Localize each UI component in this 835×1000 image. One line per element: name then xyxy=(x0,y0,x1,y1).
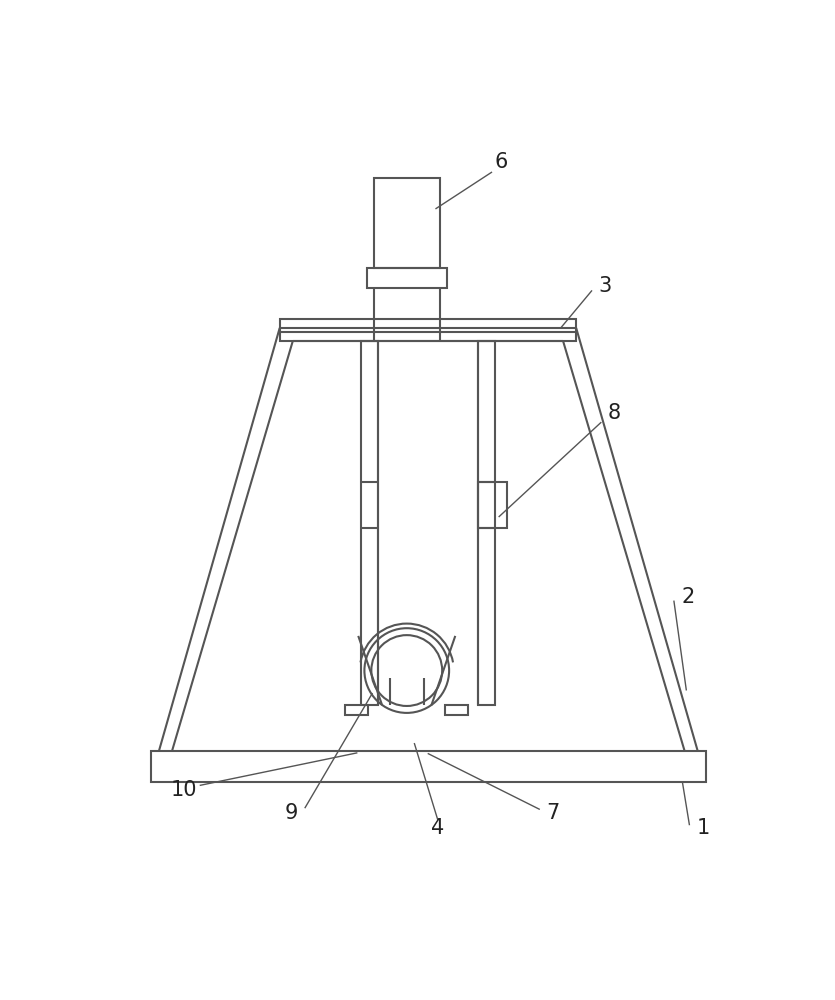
Text: 10: 10 xyxy=(170,780,197,800)
Text: 1: 1 xyxy=(696,818,710,838)
Text: 8: 8 xyxy=(608,403,621,423)
Text: 9: 9 xyxy=(285,803,298,823)
Text: 2: 2 xyxy=(681,587,695,607)
Text: 7: 7 xyxy=(546,803,559,823)
Text: 6: 6 xyxy=(495,152,509,172)
Text: 4: 4 xyxy=(431,818,444,838)
Text: 3: 3 xyxy=(599,276,612,296)
